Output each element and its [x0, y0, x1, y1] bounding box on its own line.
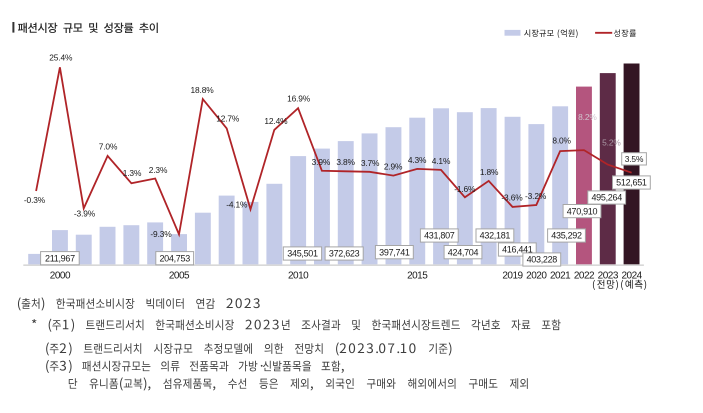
svg-text:1.8%: 1.8% — [480, 167, 499, 177]
svg-text:3.7%: 3.7% — [361, 158, 380, 168]
svg-text:12.7%: 12.7% — [216, 113, 240, 123]
svg-text:211,967: 211,967 — [45, 253, 75, 263]
svg-text:2.3%: 2.3% — [149, 165, 168, 175]
svg-text:432,181: 432,181 — [480, 231, 511, 241]
svg-text:18.8%: 18.8% — [191, 85, 215, 95]
svg-text:2019: 2019 — [502, 271, 523, 282]
svg-text:2021: 2021 — [550, 271, 571, 282]
svg-text:2.9%: 2.9% — [384, 162, 403, 172]
svg-text:2000: 2000 — [50, 271, 71, 282]
svg-text:-9.3%: -9.3% — [150, 229, 172, 239]
svg-text:4.1%: 4.1% — [432, 156, 451, 166]
svg-text:3.8%: 3.8% — [336, 157, 355, 167]
svg-text:2005: 2005 — [169, 271, 190, 282]
svg-text:345,501: 345,501 — [287, 249, 318, 259]
svg-text:-3.2%: -3.2% — [525, 191, 547, 201]
svg-text:-1.6%: -1.6% — [454, 184, 476, 194]
svg-text:-3.9%: -3.9% — [74, 209, 96, 219]
svg-text:435,292: 435,292 — [551, 231, 582, 241]
svg-text:424,704: 424,704 — [448, 247, 479, 257]
svg-text:3.9%: 3.9% — [312, 157, 331, 167]
svg-text:372,623: 372,623 — [329, 249, 360, 259]
svg-text:16.9%: 16.9% — [287, 93, 311, 103]
svg-text:512,651: 512,651 — [616, 178, 647, 188]
svg-text:5.2%: 5.2% — [602, 137, 621, 147]
svg-text:-3.6%: -3.6% — [501, 193, 523, 203]
svg-text:495,264: 495,264 — [591, 193, 622, 203]
svg-text:470,910: 470,910 — [567, 206, 598, 216]
svg-text:2015: 2015 — [407, 271, 428, 282]
svg-text:8.0%: 8.0% — [552, 136, 571, 146]
svg-text:416,441: 416,441 — [502, 245, 533, 255]
svg-text:25.4%: 25.4% — [49, 52, 73, 62]
svg-text:-4.1%: -4.1% — [226, 200, 248, 210]
svg-text:8.2%: 8.2% — [578, 112, 597, 122]
svg-text:2023: 2023 — [598, 271, 619, 282]
svg-text:2010: 2010 — [288, 271, 309, 282]
svg-text:397,741: 397,741 — [379, 247, 410, 257]
svg-text:2022: 2022 — [574, 271, 595, 282]
svg-text:1.3%: 1.3% — [123, 168, 142, 178]
svg-text:12.4%: 12.4% — [264, 116, 288, 126]
svg-text:2024: 2024 — [621, 271, 642, 282]
svg-text:403,228: 403,228 — [527, 255, 558, 265]
svg-text:7.0%: 7.0% — [99, 142, 118, 152]
svg-text:204,753: 204,753 — [159, 253, 190, 263]
svg-text:3.5%: 3.5% — [625, 154, 644, 164]
svg-text:-0.3%: -0.3% — [24, 195, 46, 205]
svg-text:431,807: 431,807 — [424, 231, 455, 241]
svg-text:2020: 2020 — [526, 271, 547, 282]
svg-text:4.3%: 4.3% — [408, 155, 427, 165]
